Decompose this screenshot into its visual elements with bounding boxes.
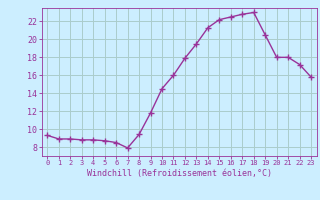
X-axis label: Windchill (Refroidissement éolien,°C): Windchill (Refroidissement éolien,°C) xyxy=(87,169,272,178)
